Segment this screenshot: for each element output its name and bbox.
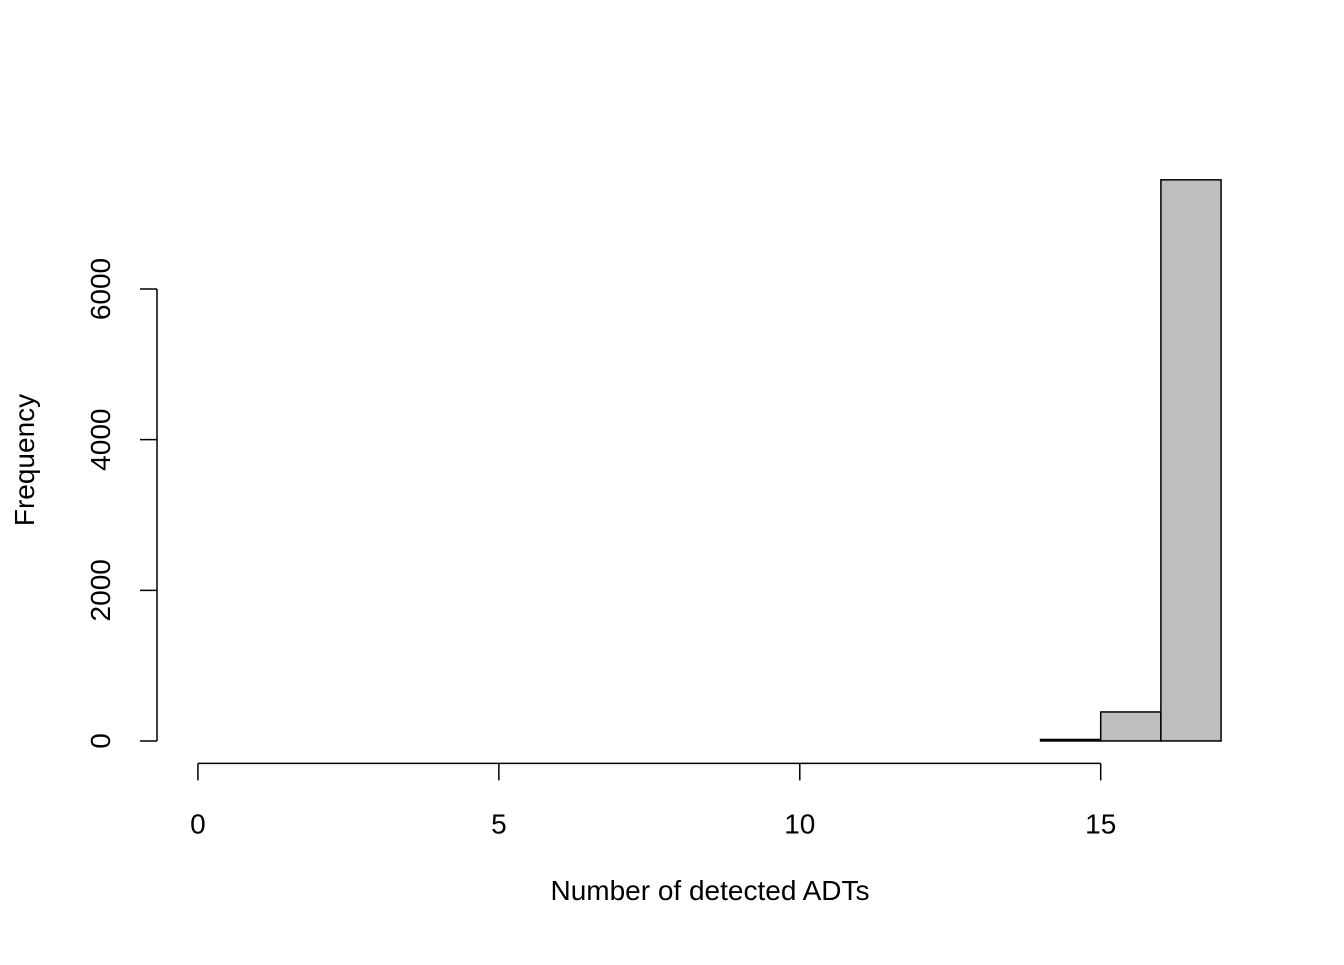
y-axis-label: Frequency [9,394,40,526]
x-tick-label: 5 [491,808,507,839]
y-tick-label: 4000 [85,409,116,471]
x-tick-label: 10 [784,808,815,839]
y-tick-label: 6000 [85,258,116,320]
bar [1160,179,1222,742]
bar [1099,711,1162,742]
bar [1039,738,1102,742]
x-tick-label: 15 [1085,808,1116,839]
x-tick-label: 0 [190,808,206,839]
y-tick-label: 0 [85,733,116,749]
y-tick-label: 2000 [85,559,116,621]
x-axis-label: Number of detected ADTs [550,875,869,906]
